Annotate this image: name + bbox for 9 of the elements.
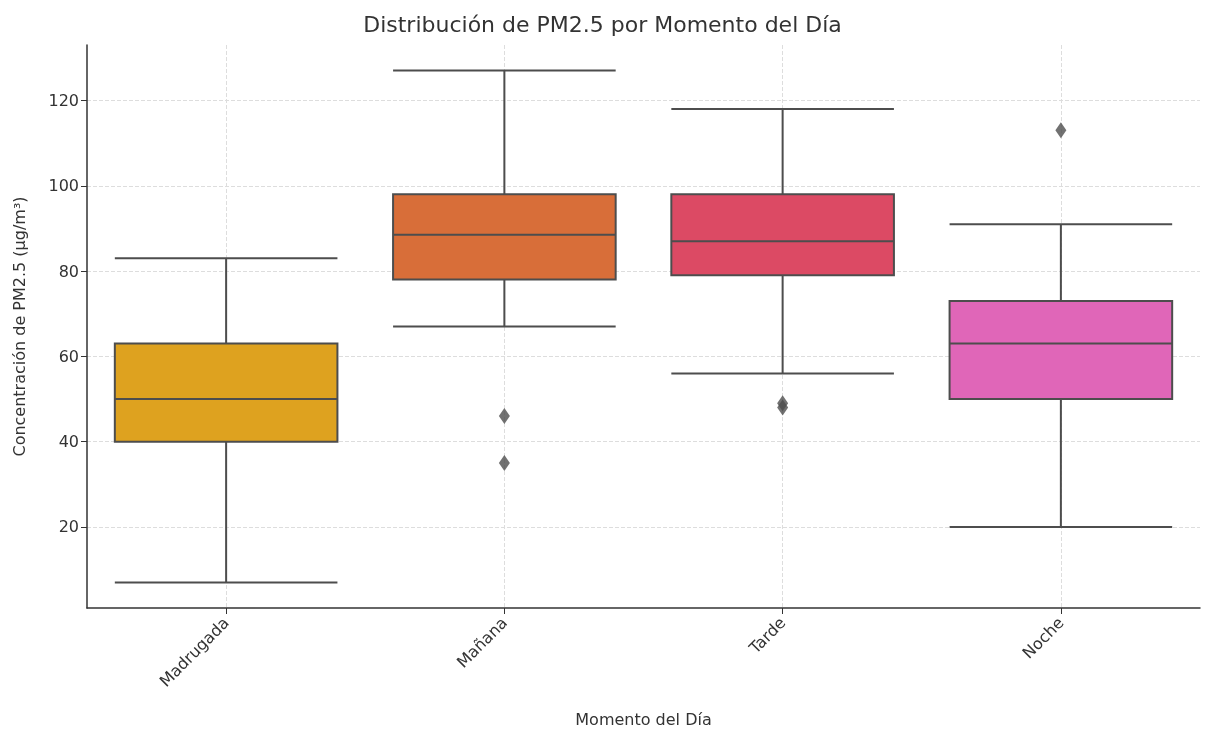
y-tick-label: 40 <box>58 432 79 452</box>
y-tick-label: 80 <box>58 261 79 281</box>
y-axis-title: Concentración de PM2.5 (µg/m³) <box>9 196 29 457</box>
y-tick-label: 20 <box>58 517 79 537</box>
y-tick-label: 60 <box>58 346 79 366</box>
y-tick-label: 120 <box>48 90 79 110</box>
y-tick-label: 100 <box>48 176 79 196</box>
chart-title: Distribución de PM2.5 por Momento del Día <box>363 11 842 37</box>
x-axis-title: Momento del Día <box>575 709 712 729</box>
